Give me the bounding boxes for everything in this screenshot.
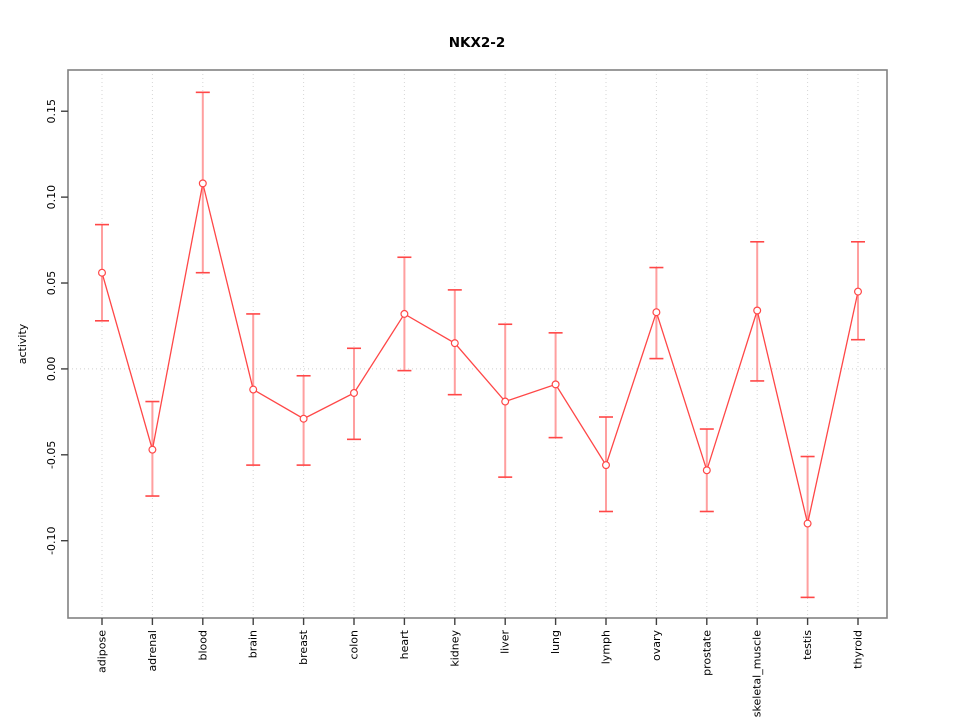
y-tick-label: 0.15 xyxy=(45,99,58,124)
data-point-marker xyxy=(803,519,812,528)
chart-title: NKX2-2 xyxy=(449,35,506,51)
y-tick-label: -0.05 xyxy=(45,441,58,469)
category-label: heart xyxy=(398,629,411,659)
y-tick-label: 0.05 xyxy=(45,271,58,296)
category-label: colon xyxy=(348,630,361,660)
data-point-marker xyxy=(652,308,661,317)
y-tick-label: 0.10 xyxy=(45,185,58,210)
data-point-marker xyxy=(450,339,459,348)
category-label: lymph xyxy=(600,630,613,664)
y-axis-label: activity xyxy=(16,323,29,364)
chart-layer: -0.10 -0.05 0.00 0.05 0.10 0.15 adipose adrenal… xyxy=(45,69,888,717)
data-point-marker xyxy=(501,397,510,406)
category-label: blood xyxy=(196,630,209,660)
data-point-marker xyxy=(601,461,610,470)
data-point-marker xyxy=(97,268,106,277)
category-label: ovary xyxy=(650,630,663,662)
category-label: liver xyxy=(499,630,512,654)
data-point-marker xyxy=(753,306,762,315)
category-label: adrenal xyxy=(146,630,159,672)
data-point-marker xyxy=(551,380,560,389)
plot-border xyxy=(67,69,888,619)
data-point-marker xyxy=(198,179,207,188)
data-point-marker xyxy=(350,388,359,397)
data-point-marker xyxy=(299,414,308,423)
category-label: thyroid xyxy=(852,630,865,669)
category-label: breast xyxy=(297,629,310,665)
data-point-marker xyxy=(249,385,258,394)
y-tick-label: 0.00 xyxy=(45,357,58,382)
category-label: kidney xyxy=(448,630,461,667)
data-point-marker xyxy=(702,466,711,475)
category-label: brain xyxy=(247,630,260,658)
y-tick-label: -0.10 xyxy=(45,526,58,554)
category-label: prostate xyxy=(700,630,713,676)
data-point-marker xyxy=(853,287,862,296)
category-label: skeletal_muscle xyxy=(751,630,764,717)
data-point-marker xyxy=(148,445,157,454)
category-label: adipose xyxy=(96,630,109,673)
category-label: lung xyxy=(549,630,562,654)
series-line xyxy=(101,183,859,524)
category-label: testis xyxy=(801,630,814,660)
data-point-marker xyxy=(400,309,409,318)
